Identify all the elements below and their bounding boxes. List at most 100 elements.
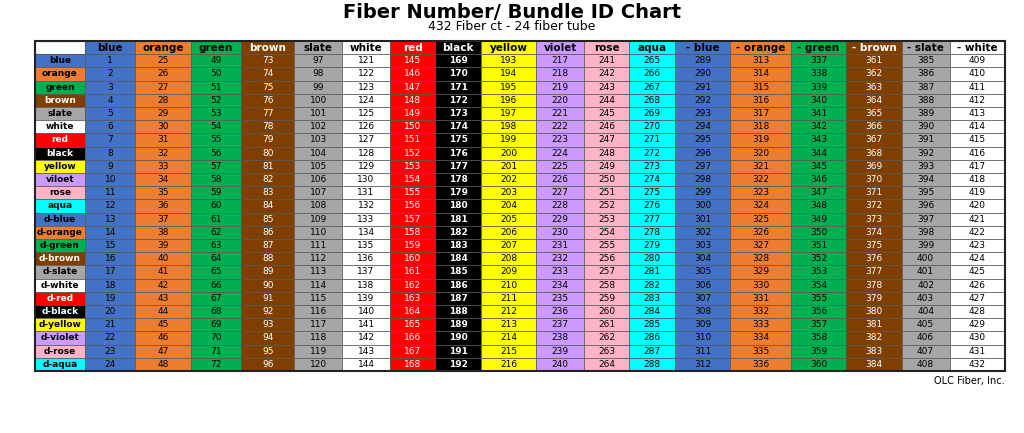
Bar [190,147,242,160]
Text: 42: 42 [158,281,169,290]
Bar [435,252,480,265]
Bar [537,265,584,278]
Text: 61: 61 [210,215,222,224]
Bar [791,345,846,358]
Text: 97: 97 [312,56,324,65]
Bar [35,94,85,107]
Bar [791,331,846,345]
Bar [85,120,135,133]
Bar [949,358,1005,371]
Text: 352: 352 [810,254,827,263]
Bar [584,226,630,239]
Text: 285: 285 [643,320,660,330]
Bar [630,68,675,81]
Text: 308: 308 [694,307,711,316]
Text: 109: 109 [309,215,327,224]
Bar [730,292,791,305]
Text: 178: 178 [449,175,468,184]
Text: 250: 250 [598,175,615,184]
Bar [35,160,85,173]
Bar [190,265,242,278]
Bar [537,186,584,200]
Bar [190,68,242,81]
Bar [480,133,537,147]
Bar [902,292,949,305]
Text: 426: 426 [969,281,986,290]
Bar [85,94,135,107]
Text: 230: 230 [552,228,568,237]
Text: 392: 392 [918,149,934,158]
Text: 106: 106 [309,175,327,184]
Bar [294,331,342,345]
Bar [342,318,390,331]
Text: 226: 226 [552,175,568,184]
Text: 409: 409 [969,56,986,65]
Bar [675,186,730,200]
Text: 5: 5 [108,109,113,118]
Text: blue: blue [49,56,71,65]
Bar [85,81,135,94]
Text: 244: 244 [598,96,615,105]
Bar [242,226,294,239]
Text: 30: 30 [158,122,169,131]
Text: d-violet: d-violet [41,333,80,343]
Bar [85,107,135,120]
Bar [390,305,435,318]
Text: 70: 70 [210,333,222,343]
Bar [791,186,846,200]
Bar [949,81,1005,94]
Text: 283: 283 [643,294,660,303]
Bar [390,107,435,120]
Bar [85,239,135,252]
Text: 93: 93 [262,320,273,330]
Bar [294,213,342,226]
Bar [675,81,730,94]
Bar [949,200,1005,213]
Text: violet: violet [544,42,577,52]
Bar [949,173,1005,186]
Bar [902,120,949,133]
Text: 401: 401 [918,268,934,277]
Text: 389: 389 [916,109,934,118]
Bar [85,133,135,147]
Bar [35,54,85,68]
Text: 277: 277 [643,215,660,224]
Bar [435,226,480,239]
Text: 9: 9 [108,162,113,171]
Bar [342,265,390,278]
Bar [630,239,675,252]
Bar [730,305,791,318]
Text: 236: 236 [552,307,568,316]
Text: 27: 27 [158,83,169,92]
Text: 209: 209 [500,268,517,277]
Bar [390,252,435,265]
Text: 102: 102 [309,122,327,131]
Text: 382: 382 [865,333,883,343]
Bar [902,345,949,358]
Text: slate: slate [304,42,333,52]
Text: 64: 64 [210,254,222,263]
Bar [480,186,537,200]
Bar [390,292,435,305]
Text: 431: 431 [969,347,986,355]
Text: 296: 296 [694,149,711,158]
Text: 416: 416 [969,149,986,158]
Bar [675,292,730,305]
Text: aqua: aqua [638,42,667,52]
Bar [537,239,584,252]
Text: 388: 388 [916,96,934,105]
Text: 232: 232 [552,254,568,263]
Text: 391: 391 [916,136,934,145]
Text: 272: 272 [644,149,660,158]
Text: 22: 22 [104,333,116,343]
Bar [390,213,435,226]
Bar [902,226,949,239]
Bar [791,68,846,81]
Bar [630,133,675,147]
Text: 233: 233 [552,268,568,277]
Text: 14: 14 [104,228,116,237]
Bar [435,200,480,213]
Bar [135,68,190,81]
Bar [902,331,949,345]
Text: 345: 345 [810,162,827,171]
